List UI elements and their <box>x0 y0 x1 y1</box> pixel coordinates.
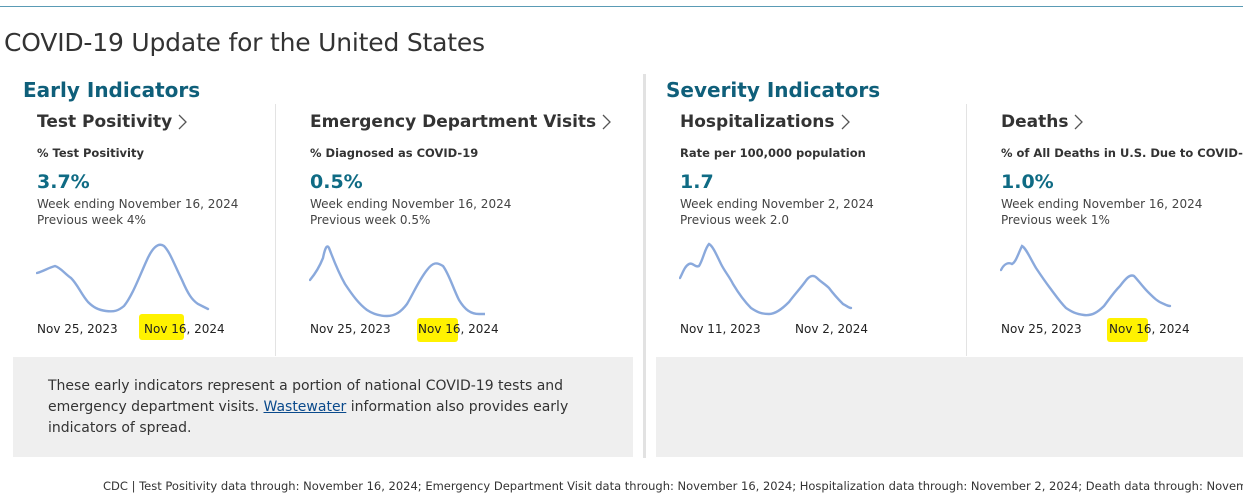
ed-visits-link[interactable]: Emergency Department Visits <box>310 112 612 132</box>
end-date-label: Nov 2, 2024 <box>795 322 869 336</box>
deaths-link[interactable]: Deaths <box>1001 112 1084 132</box>
start-date-label: Nov 25, 2023 <box>1001 322 1082 336</box>
week-ending: Week ending November 2, 2024 <box>680 197 874 211</box>
deaths-card: Deaths % of All Deaths in U.S. Due to CO… <box>1001 112 1243 227</box>
week-ending: Week ending November 16, 2024 <box>37 197 239 211</box>
metric-label: Rate per 100,000 population <box>680 146 866 160</box>
previous-week: Previous week 4% <box>37 213 146 227</box>
chevron-right-icon <box>1075 114 1084 130</box>
previous-week: Previous week 0.5% <box>310 213 431 227</box>
start-date-label: Nov 25, 2023 <box>37 322 118 336</box>
severity-indicators-heading: Severity Indicators <box>666 78 881 102</box>
metric-value: 3.7% <box>37 171 90 193</box>
test-positivity-link[interactable]: Test Positivity <box>37 112 188 132</box>
metric-value: 0.5% <box>310 171 363 193</box>
start-date-label: Nov 25, 2023 <box>310 322 391 336</box>
highlight-mark <box>1107 318 1148 342</box>
card-title: Emergency Department Visits <box>310 112 597 132</box>
week-ending: Week ending November 16, 2024 <box>310 197 512 211</box>
top-rule <box>0 6 1243 7</box>
chevron-right-icon <box>178 114 188 130</box>
footer-data-through: CDC | Test Positivity data through: Nove… <box>103 479 1243 493</box>
end-date-label: Nov 16, 2024 <box>144 322 225 336</box>
early-indicators-note: These early indicators represent a porti… <box>48 376 618 439</box>
section-divider <box>643 74 646 458</box>
card-title: Deaths <box>1001 112 1069 132</box>
severity-indicators-panel <box>656 357 1243 457</box>
early-indicators-note-panel <box>13 357 633 457</box>
end-date-label: Nov 16, 2024 <box>418 322 499 336</box>
highlight-mark <box>139 314 184 340</box>
card-title: Hospitalizations <box>680 112 835 132</box>
early-indicators-heading: Early Indicators <box>23 78 201 102</box>
metric-label: % Test Positivity <box>37 146 144 160</box>
page-title: COVID-19 Update for the United States <box>4 28 485 57</box>
start-date-label: Nov 11, 2023 <box>680 322 761 336</box>
previous-week: Previous week 2.0 <box>680 213 789 227</box>
metric-label: % of All Deaths in U.S. Due to COVID-19 <box>1001 146 1243 160</box>
note-text: information also provides early indicato… <box>48 399 569 436</box>
chevron-right-icon <box>841 114 850 130</box>
metric-value: 1.7 <box>680 171 714 193</box>
hospitalizations-link[interactable]: Hospitalizations <box>680 112 851 132</box>
wastewater-link[interactable]: Wastewater <box>263 399 347 415</box>
ed-visits-sparkline <box>309 245 485 318</box>
chevron-right-icon <box>602 114 612 130</box>
card-divider <box>966 104 967 356</box>
ed-visits-card: Emergency Department Visits % Diagnosed … <box>310 112 612 227</box>
note-text: These early indicators represent a porti… <box>48 378 564 415</box>
metric-label: % Diagnosed as COVID-19 <box>310 146 479 160</box>
week-ending: Week ending November 16, 2024 <box>1001 197 1203 211</box>
metric-value: 1.0% <box>1001 171 1054 193</box>
highlight-mark <box>417 318 458 342</box>
test-positivity-sparkline <box>36 243 210 313</box>
deaths-sparkline <box>1000 244 1172 317</box>
card-title: Test Positivity <box>37 112 173 132</box>
card-divider <box>275 104 276 356</box>
hospitalizations-sparkline <box>679 242 853 316</box>
previous-week: Previous week 1% <box>1001 213 1110 227</box>
end-date-label: Nov 16, 2024 <box>1109 322 1190 336</box>
test-positivity-card: Test Positivity % Test Positivity 3.7% W… <box>37 112 238 227</box>
hospitalizations-card: Hospitalizations Rate per 100,000 popula… <box>680 112 874 227</box>
